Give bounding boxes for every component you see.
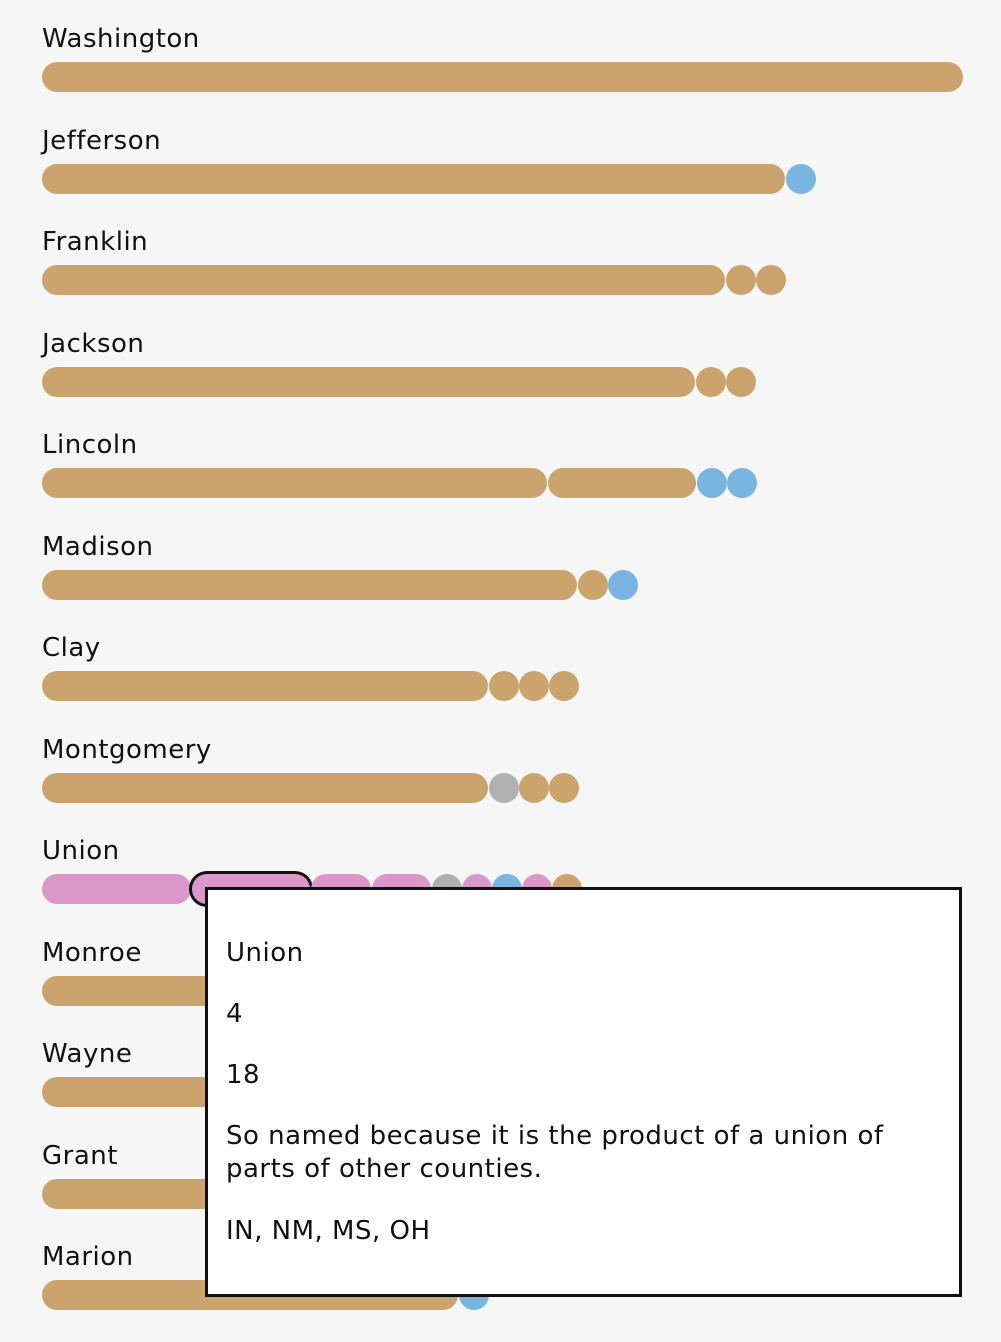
bar-segment[interactable]: [42, 569, 577, 600]
row-franklin: Franklin: [0, 225, 1001, 327]
county-dot[interactable]: [697, 468, 728, 498]
row-lincoln: Lincoln: [0, 428, 1001, 530]
tooltip: Union 4 18 So named because it is the pr…: [205, 887, 962, 1297]
tooltip-total: 18: [226, 1060, 261, 1090]
tooltip-count: 4: [226, 999, 244, 1029]
row-jackson: Jackson: [0, 327, 1001, 429]
county-dot[interactable]: [785, 163, 816, 194]
tooltip-states: IN, NM, MS, OH: [226, 1216, 431, 1246]
row-label: Montgomery: [42, 734, 212, 765]
row-label: Madison: [42, 531, 154, 562]
row-jefferson: Jefferson: [0, 124, 1001, 226]
county-dot[interactable]: [488, 772, 519, 803]
bar-segment[interactable]: [42, 265, 726, 295]
row-label: Franklin: [42, 227, 149, 257]
bar-segment[interactable]: [42, 62, 963, 92]
row-label: Marion: [42, 1242, 134, 1272]
county-dot[interactable]: [518, 671, 549, 701]
county-dot[interactable]: [726, 265, 757, 295]
county-dot[interactable]: [726, 366, 757, 397]
row-label: Jefferson: [42, 125, 162, 156]
bar-segment[interactable]: [42, 163, 785, 194]
bar-segment[interactable]: [42, 772, 488, 803]
county-dot[interactable]: [727, 468, 758, 498]
bar-segment[interactable]: [42, 671, 488, 701]
county-dot[interactable]: [577, 569, 608, 600]
county-dot[interactable]: [756, 265, 787, 295]
county-dot[interactable]: [548, 772, 579, 803]
row-label: Lincoln: [42, 430, 138, 460]
county-dot[interactable]: [548, 671, 579, 701]
county-dot[interactable]: [518, 772, 549, 803]
row-label: Jackson: [42, 328, 145, 359]
county-dot[interactable]: [488, 671, 519, 701]
row-label: Clay: [42, 633, 101, 663]
row-label: Monroe: [42, 937, 142, 968]
bar-segment[interactable]: [42, 366, 696, 397]
county-dot[interactable]: [696, 366, 727, 397]
row-clay: Clay: [0, 631, 1001, 733]
tooltip-description: So named because it is the product of a …: [226, 1121, 884, 1184]
county-dot[interactable]: [607, 569, 638, 600]
row-label: Grant: [42, 1140, 118, 1171]
bar-segment[interactable]: [547, 468, 697, 498]
bar-segment[interactable]: [42, 468, 547, 498]
row-label: Washington: [42, 24, 200, 54]
row-label: Union: [42, 836, 120, 866]
bar-segment[interactable]: [42, 874, 191, 904]
row-madison: Madison: [0, 530, 1001, 632]
row-label: Wayne: [42, 1039, 133, 1069]
tooltip-name: Union: [226, 938, 304, 968]
row-montgomery: Montgomery: [0, 733, 1001, 835]
row-washington: Washington: [0, 22, 1001, 124]
